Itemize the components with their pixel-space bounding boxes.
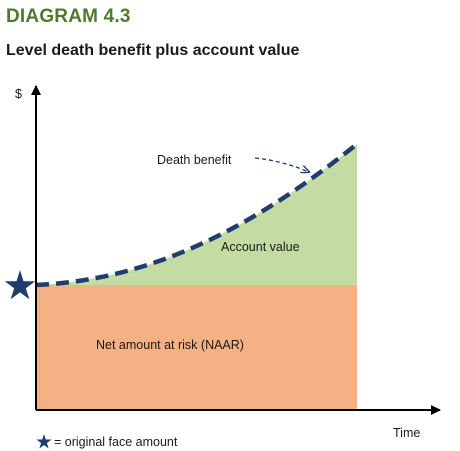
diagram-number: DIAGRAM 4.3 <box>6 6 131 27</box>
death-benefit-label: Death benefit <box>157 153 232 167</box>
star-icon <box>4 270 36 300</box>
account-value-label: Account value <box>221 240 300 254</box>
y-axis-label: $ <box>15 87 22 101</box>
legend-star-icon <box>36 434 52 449</box>
death-benefit-curve <box>35 142 359 288</box>
account-value-region <box>36 144 357 285</box>
naar-label: Net amount at risk (NAAR) <box>96 338 244 352</box>
x-axis-label: Time <box>393 426 420 440</box>
death-benefit-callout-arrow <box>254 157 309 172</box>
diagram-title: Level death benefit plus account value <box>6 42 300 59</box>
legend: = original face amount <box>36 434 178 449</box>
naar-region <box>36 285 357 410</box>
legend-text: = original face amount <box>54 435 178 449</box>
